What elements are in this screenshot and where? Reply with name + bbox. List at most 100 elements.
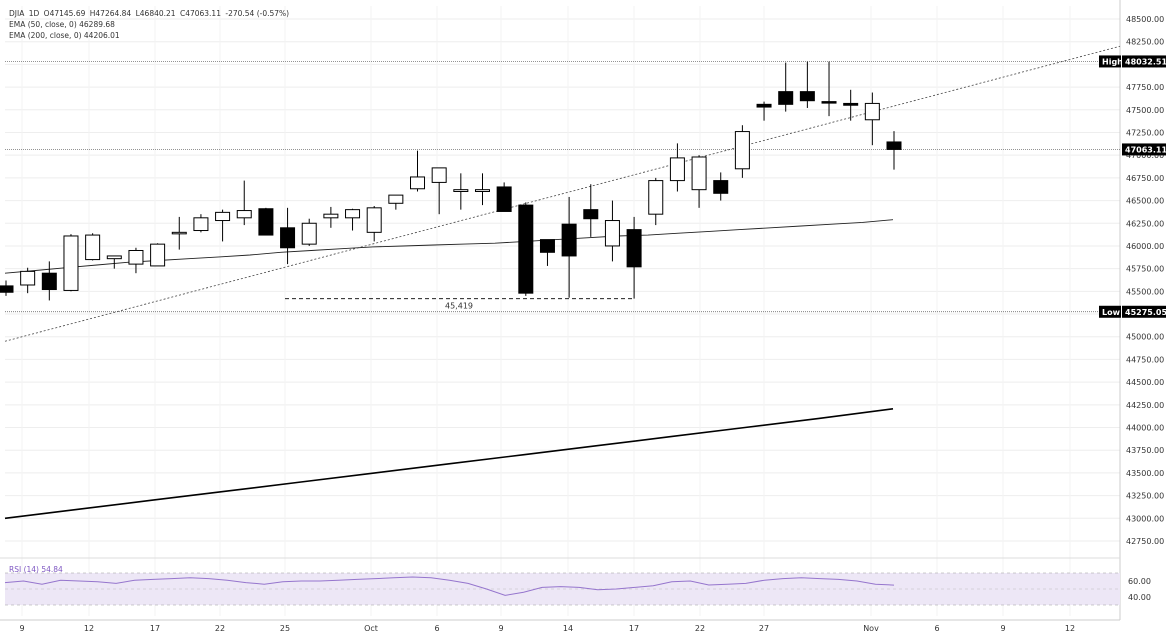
legend-low: L46840.21	[135, 9, 176, 18]
y-tick-label: 46250.00	[1126, 219, 1164, 228]
rsi-band	[5, 573, 1120, 605]
x-tick-label: 22	[215, 624, 225, 633]
candle-body	[583, 209, 599, 220]
y-tick-label: 45000.00	[1126, 333, 1164, 342]
legend-high: H47264.84	[89, 9, 132, 18]
y-tick-label: 48250.00	[1126, 38, 1164, 47]
legend-interval: 1D	[28, 9, 40, 18]
y-tick-label: 46000.00	[1126, 242, 1164, 251]
candle-body	[453, 189, 469, 192]
low-tag-label-bg	[1099, 305, 1121, 318]
y-tick-label: 47750.00	[1126, 83, 1164, 92]
last-price-tag-value-bg	[1122, 143, 1166, 156]
candle-body	[150, 243, 166, 267]
candle-body	[301, 222, 317, 245]
candle	[691, 155, 707, 208]
legend-ema50: EMA (50, close, 0) 46289.68	[9, 20, 115, 29]
rsi-tick-label: 60.00	[1128, 577, 1151, 586]
low-tag-value-bg	[1122, 305, 1166, 318]
x-tick-label: 25	[280, 624, 290, 633]
candle	[280, 207, 296, 265]
y-tick-label: 43750.00	[1126, 446, 1164, 455]
legend-change: -270.54 (-0.57%)	[225, 9, 290, 18]
candle-body	[864, 102, 880, 121]
candle	[669, 143, 685, 192]
legend-symbol: DJIA	[9, 9, 25, 18]
candle	[778, 62, 794, 112]
legend-ema200: EMA (200, close, 0) 44206.01	[9, 31, 120, 40]
candle-body	[669, 157, 685, 182]
y-tick-label: 42750.00	[1126, 537, 1164, 546]
y-tick-label: 43250.00	[1126, 492, 1164, 501]
candle-body	[821, 101, 837, 104]
candle-body	[778, 91, 794, 105]
candle-body	[496, 186, 512, 212]
candle	[756, 101, 772, 121]
x-tick-label: 17	[629, 624, 639, 633]
candle	[20, 267, 36, 294]
candle	[366, 206, 382, 242]
candle	[496, 182, 512, 212]
x-tick-label: 9	[498, 624, 503, 633]
x-tick-label: Oct	[364, 624, 378, 633]
candle-body	[63, 235, 79, 291]
candle-body	[474, 189, 490, 192]
x-tick-label: 17	[150, 624, 160, 633]
candle	[150, 243, 166, 267]
candle	[410, 150, 426, 192]
legend-open: O47145.69	[43, 9, 86, 18]
candle-body	[366, 207, 382, 233]
candle-body	[128, 249, 144, 265]
candle	[734, 125, 750, 178]
y-tick-label: 48500.00	[1126, 15, 1164, 24]
candle	[886, 131, 902, 170]
candle	[215, 209, 231, 242]
candle-body	[193, 217, 209, 232]
last-price-tag-value: 47063.11	[1125, 145, 1167, 154]
candle-body	[106, 255, 122, 260]
candle	[626, 216, 642, 299]
high-tag-value-bg	[1122, 55, 1166, 68]
candle-body	[215, 211, 231, 222]
candle	[106, 255, 122, 269]
candle	[431, 167, 447, 215]
low-tag-label: Low	[1102, 308, 1121, 317]
y-tick-label: 44250.00	[1126, 401, 1164, 410]
y-tick-label: 47500.00	[1126, 106, 1164, 115]
x-tick-label: Nov	[863, 624, 879, 633]
candle-body	[604, 220, 620, 247]
candle-body	[713, 180, 729, 194]
y-tick-label: 45500.00	[1126, 287, 1164, 296]
candle-body	[799, 91, 815, 102]
candle-body	[20, 270, 36, 286]
candle	[388, 194, 404, 210]
support-label: 45,419	[445, 302, 473, 311]
y-tick-label: 45750.00	[1126, 265, 1164, 274]
y-tick-label: 44000.00	[1126, 424, 1164, 433]
candle	[171, 216, 187, 250]
candle-body	[236, 210, 252, 219]
candle	[561, 196, 577, 298]
candles	[0, 61, 902, 301]
candle	[821, 61, 837, 117]
x-tick-label: 9	[19, 624, 24, 633]
candle	[453, 173, 469, 210]
rsi-tick-label: 40.00	[1128, 593, 1151, 602]
legend-rsi: RSI (14) 54.84	[9, 565, 63, 574]
x-tick-label: 22	[695, 624, 705, 633]
candle-body	[756, 103, 772, 108]
x-tick-label: 9	[1000, 624, 1005, 633]
x-tick-label: 27	[759, 624, 769, 633]
candle	[128, 247, 144, 274]
candle	[0, 280, 14, 296]
candle	[85, 233, 101, 261]
candle-body	[431, 167, 447, 183]
candle	[539, 239, 555, 266]
y-tick-label: 47000.00	[1126, 151, 1164, 160]
candle	[193, 214, 209, 233]
candle-body	[843, 102, 859, 106]
candle-body	[410, 176, 426, 190]
candle	[301, 218, 317, 246]
high-tag-label: High	[1102, 57, 1123, 66]
